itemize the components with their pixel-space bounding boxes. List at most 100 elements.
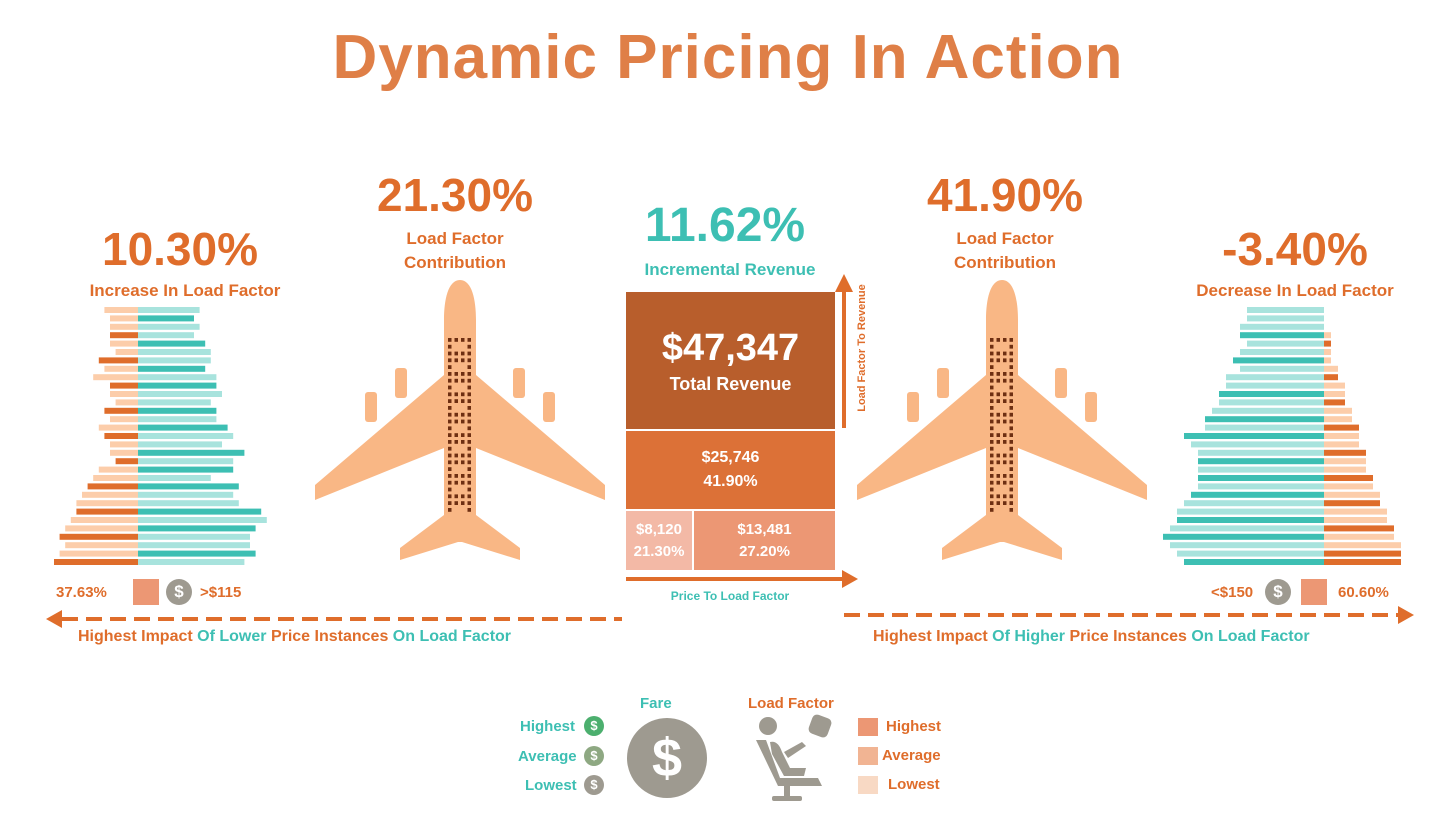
right-bars-orange-bar-29 (1324, 550, 1401, 557)
left-bars-teal-bar-4 (138, 340, 206, 347)
left-bars-teal-bar-15 (138, 433, 234, 439)
left-plane-value: 21.30% (376, 169, 533, 221)
left-airplane-icon (315, 280, 605, 560)
fare-highest-coin-icon: $ (584, 716, 604, 736)
right-bars-teal-bar-5 (1240, 349, 1324, 355)
left-bars-teal-bar-17 (138, 449, 245, 456)
left-bars-orange-bar-3 (110, 332, 138, 339)
right-bars-orange-bar-5 (1324, 349, 1331, 355)
fare-big-coin-symbol: $ (651, 728, 683, 788)
right-bars-teal-bar-9 (1226, 382, 1324, 389)
left-bars-orange-bar-14 (98, 424, 138, 431)
left-bars-teal-bar-24 (138, 508, 262, 515)
left-bars-orange-bar-10 (110, 391, 138, 397)
legend-fare-title: Fare (640, 695, 672, 712)
left-coin-icon: $ (166, 579, 192, 605)
right-bars-orange-bar-11 (1324, 399, 1345, 406)
right-airplane-icon (857, 280, 1147, 560)
left-bars-orange-bar-16 (110, 441, 138, 448)
lf-highest-seat-icon (858, 718, 878, 736)
right-dashed-arrow (844, 606, 1414, 624)
left-seat-icon (133, 579, 159, 605)
revenue-mid-box: $25,746 41.90% (624, 429, 837, 511)
left-bars-orange-bar-19 (98, 466, 138, 473)
left-plane-label-line1: Load Factor (406, 229, 504, 248)
legend-fare-highest: Highest (520, 718, 576, 735)
left-bars-orange-bar-13 (110, 416, 138, 423)
left-bars-orange-bar-7 (104, 365, 138, 372)
left-bars-orange-bar-25 (70, 517, 138, 523)
revenue-mid-value: $25,746 (701, 449, 760, 466)
right-bars-orange-bar-9 (1324, 382, 1345, 389)
left-plane-label: Load Factor Contribution (355, 227, 555, 275)
left-bars-orange-bar-8 (93, 374, 138, 381)
right-bars-teal-bar-25 (1177, 517, 1324, 523)
right-bars-orange-bar-25 (1324, 517, 1387, 523)
right-caption-part-c: Price Instances (1069, 628, 1187, 645)
right-arrow-caption: Highest Impact Of Higher Price Instances… (873, 628, 1310, 646)
right-bars-orange-bar-4 (1324, 340, 1331, 347)
right-bars-teal-bar-24 (1177, 508, 1324, 515)
legend-lf-average: Average (882, 747, 941, 764)
right-caption-part-b: Of Higher (992, 628, 1066, 645)
left-bars-teal-bar-10 (138, 391, 222, 397)
right-bars-orange-bar-19 (1324, 466, 1366, 473)
left-pct: 37.63% (56, 584, 107, 601)
lf-average-seat-icon (858, 747, 878, 765)
right-bars-teal-bar-27 (1163, 533, 1324, 540)
right-bars-teal-bar-6 (1233, 357, 1324, 364)
left-bars-teal-bar-25 (138, 517, 267, 523)
revenue-bottom-right-box: $13,481 27.20% (692, 509, 837, 572)
right-bars-orange-bar-22 (1324, 491, 1380, 498)
right-bars-teal-bar-30 (1184, 559, 1324, 565)
right-bars-teal-bar-3 (1240, 332, 1324, 339)
right-bars-teal-bar-20 (1198, 475, 1324, 481)
page-title: Dynamic Pricing In Action (332, 23, 1124, 92)
right-bars-teal-bar-28 (1170, 542, 1324, 549)
left-bars-teal-bar-11 (138, 399, 211, 406)
right-bars-orange-bar-3 (1324, 332, 1331, 339)
x-axis-arrowhead (842, 570, 858, 588)
left-bars-teal-bar-14 (138, 424, 228, 431)
right-bars-teal-bar-17 (1198, 449, 1324, 456)
center-kpi-label: Incremental Revenue (644, 260, 816, 279)
right-bars-orange-bar-17 (1324, 449, 1366, 456)
left-bars-teal-bar-29 (138, 550, 256, 557)
left-arrow-caption: Highest Impact Of Lower Price Instances … (78, 628, 511, 646)
left-kpi-value: 10.30% (101, 223, 258, 275)
revenue-mid-pct: 41.90% (703, 473, 758, 490)
right-bars-orange-bar-7 (1324, 365, 1338, 372)
left-bars-teal-bar-28 (138, 542, 250, 549)
right-bars-teal-bar-29 (1177, 550, 1324, 557)
left-caption-part-c: Price Instances (270, 628, 389, 645)
left-bars-orange-bar-18 (115, 458, 138, 465)
left-bars-orange-bar-5 (115, 349, 138, 355)
total-revenue-label: Total Revenue (669, 373, 792, 394)
right-plane-value: 41.90% (926, 169, 1083, 221)
left-bars-teal-bar-8 (138, 374, 217, 381)
right-bars-teal-bar-0 (1247, 307, 1324, 313)
right-bars-teal-bar-19 (1198, 466, 1324, 473)
left-bars-orange-bar-30 (54, 559, 138, 565)
right-bars-orange-bar-8 (1324, 374, 1338, 381)
revenue-br-value: $13,481 (737, 520, 792, 538)
right-plane-label: Load Factor Contribution (905, 227, 1105, 275)
right-bars-teal-bar-21 (1198, 483, 1324, 490)
right-bars-teal-bar-12 (1212, 407, 1324, 414)
left-bars-orange-bar-23 (76, 500, 138, 507)
left-bars-teal-bar-3 (138, 332, 194, 339)
revenue-br-pct: 27.20% (739, 542, 790, 560)
right-bars-teal-bar-26 (1170, 525, 1324, 532)
y-axis-arrowhead (835, 274, 853, 292)
left-caption-part-b: Of Lower (197, 628, 267, 645)
x-axis-label: Price To Load Factor (670, 589, 790, 603)
right-bars-teal-bar-4 (1247, 340, 1324, 347)
lf-lowest-seat-icon (858, 776, 878, 794)
center-axes (626, 274, 858, 588)
right-bars-orange-bar-26 (1324, 525, 1394, 532)
left-bars-teal-bar-19 (138, 466, 234, 473)
left-bars-orange-bar-15 (104, 433, 138, 439)
left-caption-part-a: Highest Impact (78, 628, 193, 645)
right-bars-orange-bar-6 (1324, 357, 1331, 364)
left-bars-orange-bar-0 (104, 307, 138, 313)
